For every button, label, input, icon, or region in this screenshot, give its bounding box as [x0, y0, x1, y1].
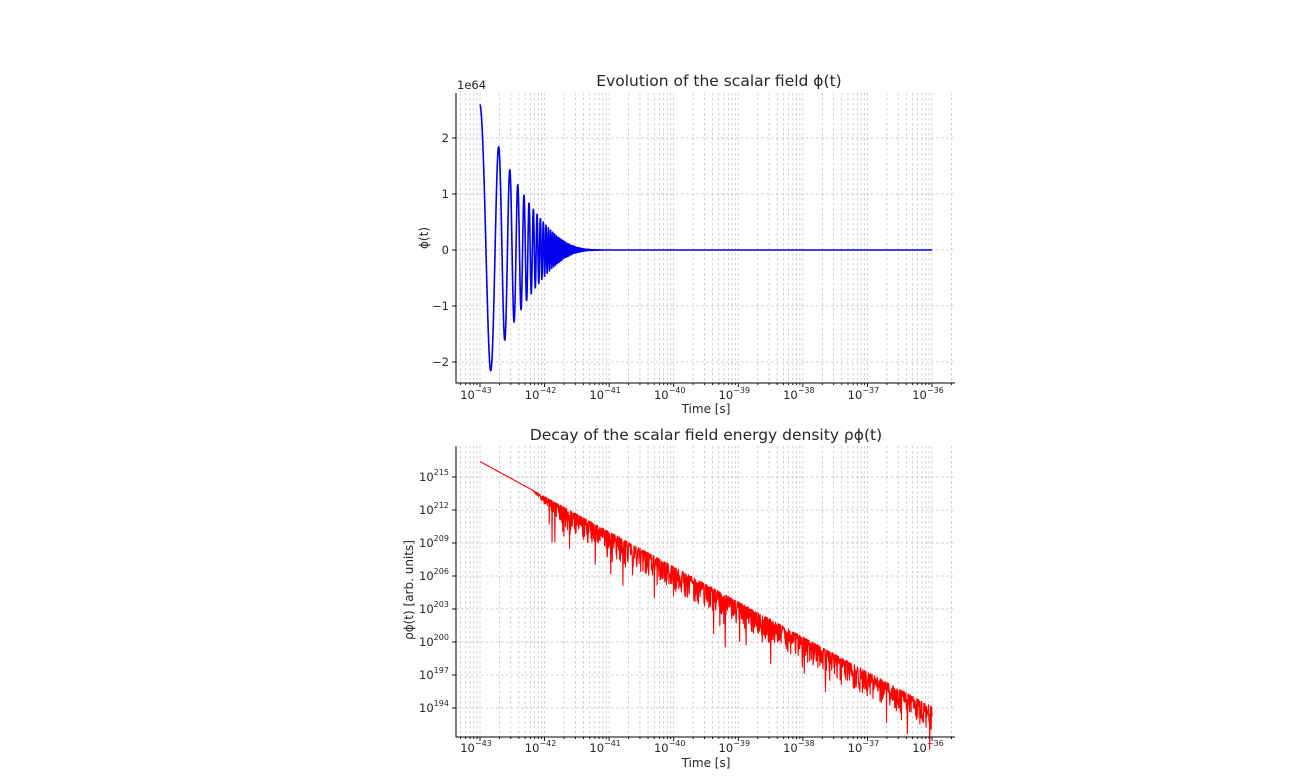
axes-spine-rho [455, 446, 955, 738]
axes-spine-phi [455, 93, 955, 384]
y-offset-label: 1e64 [457, 78, 486, 92]
x-tick-label: 10−39 [719, 386, 751, 402]
y-tick-label: 0 [442, 243, 449, 257]
x-axis-label-phi: Time [s] [681, 402, 731, 416]
y-tick-label: 1 [442, 187, 449, 201]
x-tick-label: 10−42 [525, 739, 557, 755]
x-tick-label: 10−42 [525, 386, 557, 402]
y-tick-label: 10200 [419, 633, 449, 649]
y-tick-label: 10203 [419, 600, 449, 616]
x-tick-label: 10−38 [783, 386, 815, 402]
y-axis-label-phi: ϕ(t) [417, 227, 431, 249]
y-tick-label: 10194 [419, 699, 449, 715]
ticks-rho: 10194 10197 10200 10203 10206 10209 10212 10215… [419, 468, 952, 755]
series-line-phi [479, 104, 933, 372]
y-tick-label: 10212 [419, 501, 449, 517]
x-tick-label: 10−40 [654, 386, 686, 402]
panel-phi: Evolution of the scalar field ϕ(t) 1e64 … [417, 72, 955, 416]
x-tick-label: 10−38 [783, 739, 815, 755]
y-tick-label: 10209 [419, 534, 449, 550]
x-axis-label-rho: Time [s] [681, 756, 731, 770]
y-axis-label-rho: ρϕ(t) [arb. units] [402, 540, 416, 640]
x-tick-label: 10−43 [460, 739, 492, 755]
chart-title-phi: Evolution of the scalar field ϕ(t) [596, 72, 841, 90]
x-tick-label: 10−39 [719, 739, 751, 755]
y-tick-label: 10197 [419, 666, 449, 682]
x-tick-label: 10−36 [912, 386, 944, 402]
panel-rho: Decay of the scalar field energy density… [402, 426, 955, 770]
chart-title-rho: Decay of the scalar field energy density… [530, 426, 882, 444]
grid-phi [456, 93, 955, 383]
x-tick-label: 10−37 [848, 739, 880, 755]
x-tick-label: 10−43 [460, 386, 492, 402]
series-line-rho [479, 461, 933, 750]
y-tick-label: 10206 [419, 567, 449, 583]
y-tick-label: −2 [432, 355, 449, 369]
x-tick-label: 10−37 [848, 386, 880, 402]
y-tick-label: −1 [432, 299, 449, 313]
x-tick-label: 10−41 [589, 386, 621, 402]
ticks-phi: −2 −1 0 1 2 10−43 10−42 10−41 10−40 10−39 10−38 10−… [432, 131, 952, 402]
x-tick-label: 10−36 [912, 739, 944, 755]
x-tick-label: 10−41 [589, 739, 621, 755]
y-tick-label: 2 [442, 131, 449, 145]
x-tick-label: 10−40 [654, 739, 686, 755]
y-tick-label: 10215 [419, 468, 449, 484]
grid-rho [456, 446, 955, 737]
